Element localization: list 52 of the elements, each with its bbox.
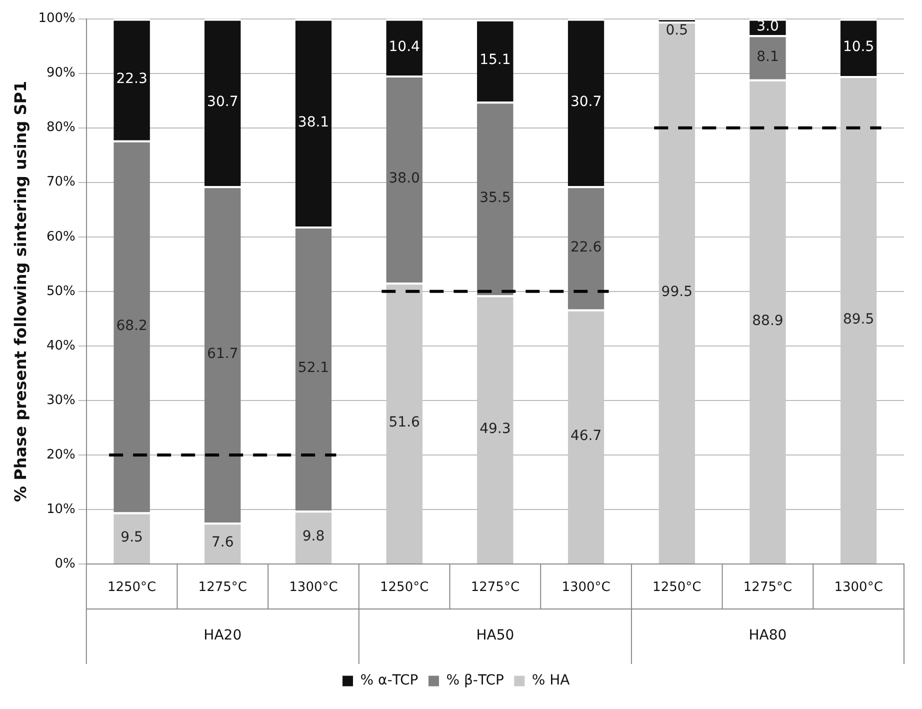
data-label: 38.1 [298,114,330,130]
y-axis-title: % Phase present following sintering using SP1 [10,80,30,502]
data-label: 22.6 [570,239,602,256]
y-tick-label: 10% [46,502,76,517]
data-label: 3.0 [756,18,779,35]
data-label: 46.7 [570,428,602,444]
x-tick-label: 1250°C [107,580,156,596]
legend-label: % α-TCP [360,672,418,689]
y-tick-label: 80% [46,120,76,136]
y-tick-label: 90% [46,66,76,81]
y-tick-label: 40% [46,338,76,354]
x-tick-label: 1300°C [289,580,338,596]
data-label: 51.6 [388,414,420,431]
data-label: 22.3 [116,71,148,88]
data-label: 30.7 [207,94,238,110]
y-tick-label: 30% [46,392,76,408]
data-label: 10.4 [388,38,420,55]
data-label: 10.5 [842,39,874,56]
y-tick-label: 0% [54,556,76,572]
x-tick-label: 1275°C [743,580,792,596]
data-label: 9.5 [120,529,143,546]
data-label: 99.5 [661,284,692,300]
data-label: 7.6 [212,534,234,551]
data-label: 8.1 [756,48,779,65]
y-tick-label: 50% [46,284,76,299]
data-label: 61.7 [207,346,238,362]
data-label: 49.3 [480,421,511,437]
y-tick-label: 100% [38,11,76,26]
text: HA50 [476,628,514,644]
data-label: 52.1 [298,360,330,376]
legend-label: % β-TCP [446,672,504,689]
y-tick-label: 20% [46,447,76,462]
y-tick-label: 70% [46,174,76,190]
data-label: 30.7 [570,94,602,110]
data-label: 35.5 [480,190,511,206]
text: HA20 [204,628,242,644]
x-tick-label: 1300°C [562,580,610,596]
data-label: 88.9 [752,313,784,330]
x-tick-label: 1250°C [380,580,429,596]
data-label: 15.1 [480,52,511,68]
x-tick-label: 1275°C [198,580,247,596]
data-label: 0.5 [666,22,688,38]
data-label: 68.2 [116,318,148,334]
y-tick-label: 60% [46,229,76,244]
text: HA80 [748,628,787,644]
data-label: 89.5 [842,311,874,328]
legend-label: % HA [532,672,570,689]
x-tick-label: 1275°C [470,580,520,596]
x-tick-label: 1300°C [834,580,883,596]
data-label: 38.0 [388,170,420,187]
x-tick-label: 1250°C [652,580,702,596]
data-label: 9.8 [302,528,325,545]
